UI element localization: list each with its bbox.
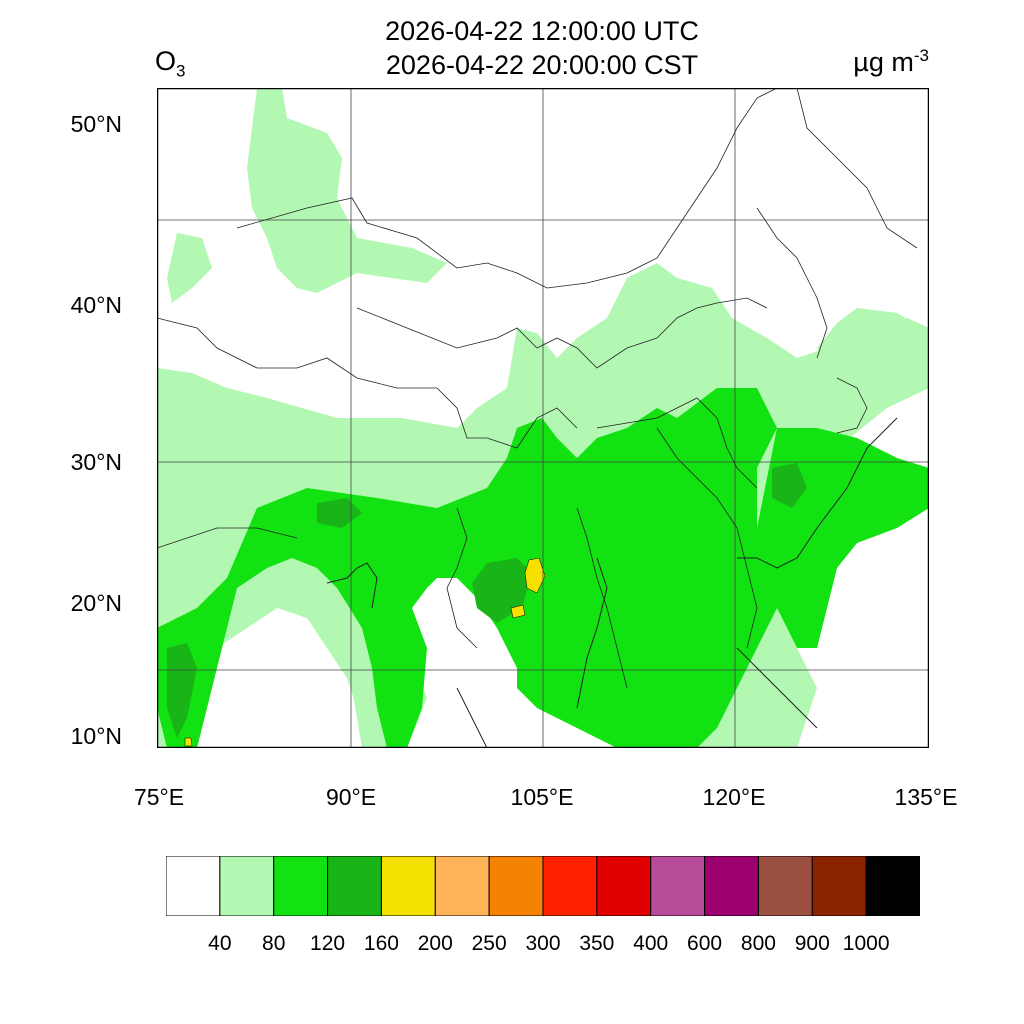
colorbar-tick-label: 600: [687, 932, 723, 955]
colorbar-tick-label: 1000: [842, 932, 890, 955]
colorbar-tick-label: 160: [363, 932, 399, 955]
species-label: O3: [155, 46, 185, 81]
colorbar: [166, 856, 920, 916]
units-text: µg m: [853, 47, 914, 77]
colorbar-swatch: [542, 856, 598, 916]
colorbar-tick-label: 200: [417, 932, 453, 955]
colorbar-swatch: [704, 856, 759, 916]
lon-label: 105°E: [510, 784, 574, 810]
colorbar-swatch: [273, 856, 329, 916]
colorbar-swatch: [865, 856, 920, 916]
lon-label: 135°E: [894, 784, 958, 810]
colorbar-tick-label: 400: [633, 932, 669, 955]
colorbar-swatch: [488, 856, 544, 916]
o3-band-160-200: [184, 557, 546, 747]
colorbar-swatch: [434, 856, 490, 916]
title-utc: 2026-04-22 12:00:00 UTC: [385, 16, 699, 46]
lon-label: 75°E: [133, 784, 185, 810]
colorbar-swatch: [219, 856, 275, 916]
species-subscript: 3: [176, 61, 186, 81]
colorbar-swatch: [757, 856, 813, 916]
lat-label: 50°N: [70, 111, 122, 137]
colorbar-tick-label: 40: [208, 932, 232, 955]
graticule: [157, 88, 929, 748]
lon-label: 90°E: [325, 784, 377, 810]
colorbar-swatch: [166, 856, 221, 916]
colorbar-tick-label: 800: [740, 932, 776, 955]
lat-label: 10°N: [70, 723, 122, 749]
coastlines: [326, 417, 898, 748]
lat-label: 20°N: [70, 590, 122, 616]
colorbar-swatch: [811, 856, 867, 916]
lat-label: 30°N: [70, 449, 122, 475]
lat-label: 40°N: [70, 292, 122, 318]
colorbar-swatch: [650, 856, 706, 916]
colorbar-tick-label: 900: [794, 932, 830, 955]
lon-label: 120°E: [702, 784, 766, 810]
colorbar-swatch: [327, 856, 382, 916]
title-cst: 2026-04-22 20:00:00 CST: [385, 50, 699, 80]
colorbar-tick-label: 350: [579, 932, 615, 955]
colorbar-tick-label: 120: [310, 932, 346, 955]
colorbar-tick-label: 300: [525, 932, 561, 955]
units-label: µg m-3: [853, 46, 929, 78]
units-superscript: -3: [913, 46, 929, 65]
country-boundaries: [157, 88, 918, 689]
colorbar-swatch: [380, 856, 436, 916]
ozone-map: [157, 88, 929, 748]
colorbar-swatch: [596, 856, 652, 916]
species-text: O: [155, 46, 177, 76]
colorbar-tick-label: 250: [471, 932, 507, 955]
map-frame: [157, 88, 929, 748]
colorbar-tick-label: 80: [262, 932, 286, 955]
